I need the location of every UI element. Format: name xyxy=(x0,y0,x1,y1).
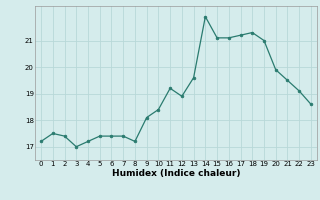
X-axis label: Humidex (Indice chaleur): Humidex (Indice chaleur) xyxy=(112,169,240,178)
